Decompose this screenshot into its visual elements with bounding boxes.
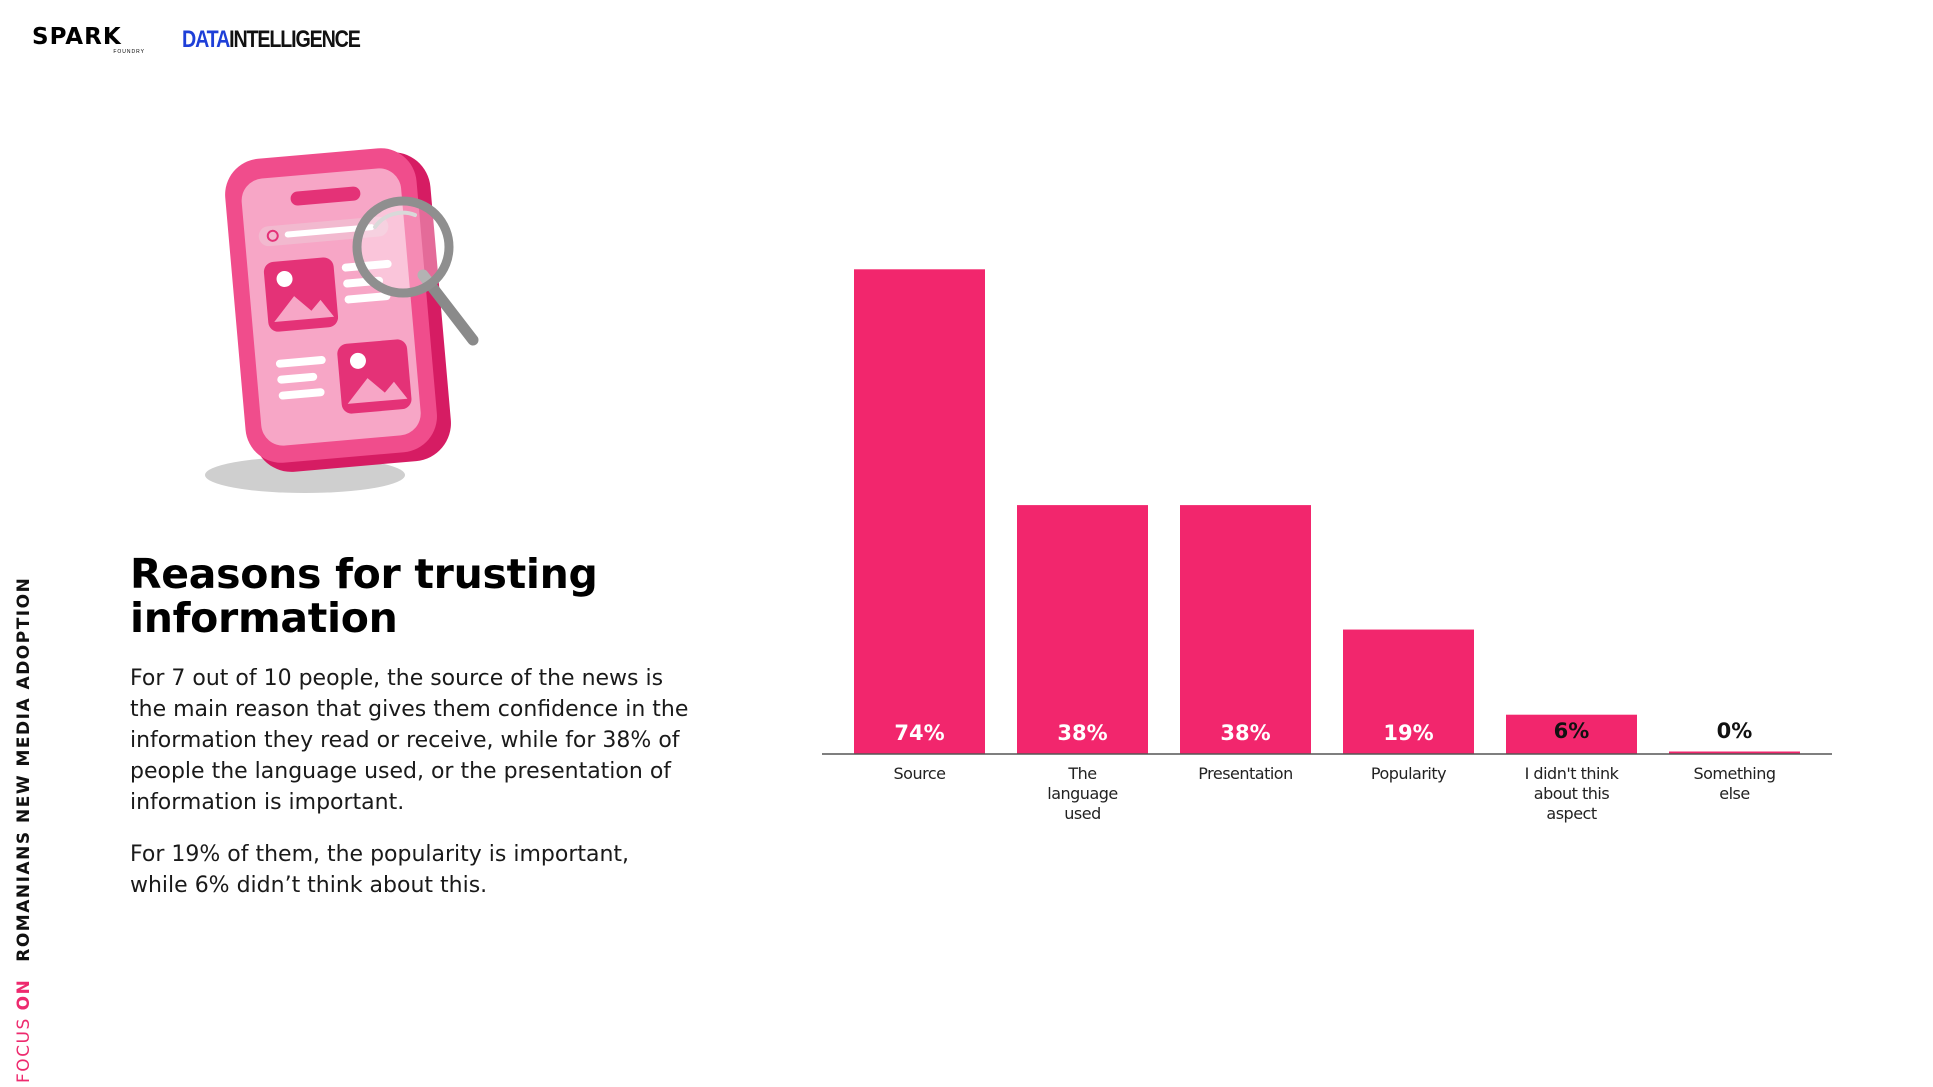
value-label-2: 38% <box>1220 721 1270 745</box>
bar-5 <box>1669 751 1800 754</box>
category-label-4: I didn't think about this aspect <box>1525 764 1620 823</box>
side-tag-focus: FOCUS <box>14 1017 34 1083</box>
description-paragraph-1: For 7 out of 10 people, the source of th… <box>130 666 689 815</box>
value-label-4: 6% <box>1554 719 1590 743</box>
phone-notch <box>290 186 361 206</box>
side-tag-topic: ROMANIANS NEW MEDIA ADOPTION <box>14 576 34 962</box>
category-label-0: Source <box>894 764 946 783</box>
category-label-5: Something else <box>1693 764 1775 803</box>
data-intelligence-logo-part-a: DATA <box>182 26 230 53</box>
phone-image-card-2 <box>337 339 412 414</box>
bar-2 <box>1180 505 1311 754</box>
value-label-0: 74% <box>894 721 944 745</box>
labels-layer: 74% Source 38% The language used 38% Presentati… <box>894 719 1776 823</box>
value-label-5: 0% <box>1717 719 1753 743</box>
page-title: Reasons for trusting information <box>130 550 598 642</box>
bar-4 <box>1506 714 1637 754</box>
spark-logo-text: SPARK <box>32 24 122 50</box>
category-label-1: The language used <box>1047 764 1118 823</box>
bar-chart: 74% Source 38% The language used 38% Presentati… <box>822 269 1832 823</box>
phone-search-bar-icon <box>266 229 279 242</box>
phone-image-card-1 <box>263 257 339 332</box>
category-label-3: Popularity <box>1371 764 1446 783</box>
side-section-tag: FOCUS ON ROMANIANS NEW MEDIA ADOPTION <box>13 577 35 1083</box>
spark-foundry-logo: SPARK FOUNDRY <box>32 24 147 56</box>
bar-0 <box>854 269 985 754</box>
side-tag-on: ON <box>14 978 34 1011</box>
phone-search-bar-line <box>284 224 375 238</box>
phone-search-illustration <box>205 148 479 493</box>
category-label-2: Presentation <box>1198 764 1292 783</box>
data-intelligence-logo: DATAINTELLIGENCE <box>182 26 361 54</box>
magnifier-icon <box>352 196 479 346</box>
bar-3 <box>1343 629 1474 754</box>
bar-1 <box>1017 505 1148 754</box>
value-label-3: 19% <box>1383 721 1433 745</box>
spark-logo-subtext: FOUNDRY <box>113 49 145 55</box>
description-paragraph-2: For 19% of them, the popularity is impor… <box>130 842 630 898</box>
data-intelligence-logo-part-b: INTELLIGENCE <box>229 26 361 53</box>
value-label-1: 38% <box>1057 721 1107 745</box>
bars-layer <box>854 269 1800 754</box>
